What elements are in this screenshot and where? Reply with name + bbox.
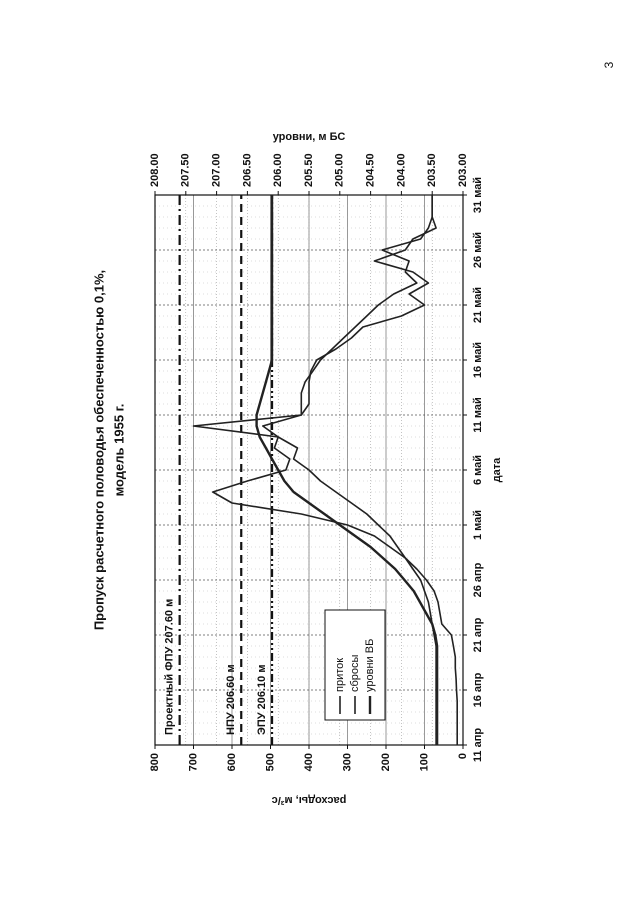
y-tick-label: 400 [303, 753, 315, 771]
y-tick-label: 100 [418, 753, 430, 771]
x-tick-label: 11 май [472, 397, 484, 433]
x-tick-label: 31 май [472, 177, 484, 213]
reference-label: Проектный ФПУ 207.60 м [164, 599, 176, 735]
y2-tick-label: 205.50 [303, 153, 315, 187]
chart-subtitle: модель 1955 г. [111, 404, 126, 497]
plot-frame [154, 194, 464, 746]
x-tick-label: 11 апр [472, 728, 484, 762]
x-tick-label: 1 май [472, 510, 484, 540]
y-tick-label: 200 [380, 753, 392, 771]
x-tick-label: 21 май [472, 287, 484, 323]
y-tick-label: 700 [187, 753, 199, 771]
y-tick-label: 800 [149, 753, 161, 771]
legend-label: уровни ВБ [364, 639, 376, 692]
legend-label: сбросы [349, 654, 361, 692]
y2-tick-label: 205.00 [334, 153, 346, 187]
x-tick-label: 16 май [472, 342, 484, 378]
x-tick-label: 16 апр [472, 672, 484, 707]
y2-tick-label: 203.50 [426, 153, 438, 187]
y-tick-label: 0 [457, 753, 469, 759]
y2-tick-label: 206.00 [272, 153, 284, 187]
y2-tick-label: 204.50 [365, 153, 377, 187]
x-tick-label: 21 апр [472, 617, 484, 652]
y2-tick-label: 203.00 [457, 153, 469, 187]
y-tick-label: 500 [264, 753, 276, 771]
chart-title: Пропуск расчетного половодья обеспеченно… [91, 270, 106, 630]
legend-label: приток [334, 658, 346, 692]
y2-tick-label: 204.00 [395, 153, 407, 187]
x-tick-label: 26 май [472, 232, 484, 268]
x-tick-label: 6 май [472, 455, 484, 485]
series-line [255, 195, 439, 745]
y-tick-label: 300 [341, 753, 353, 771]
y2-tick-label: 206.50 [241, 153, 253, 187]
y2-tick-label: 207.50 [180, 153, 192, 187]
reference-label: ЭПУ 206.10 м [256, 665, 268, 735]
y-axis-title: расходы, м³/с [272, 794, 347, 806]
y2-tick-label: 207.00 [211, 153, 223, 187]
rotated-chart: 3 Пропуск расчетного половодья обеспечен… [91, 61, 616, 806]
y2-axis-title: уровни, м БС [273, 131, 346, 143]
x-axis-title: дата [491, 457, 503, 482]
y2-tick-label: 208.00 [149, 153, 161, 187]
series-line [212, 195, 458, 745]
y-tick-label: 600 [226, 753, 238, 771]
x-tick-label: 26 апр [472, 562, 484, 597]
reference-label: НПУ 206.60 м [225, 664, 237, 735]
page-number: 3 [602, 61, 616, 68]
legend-box [324, 609, 386, 721]
